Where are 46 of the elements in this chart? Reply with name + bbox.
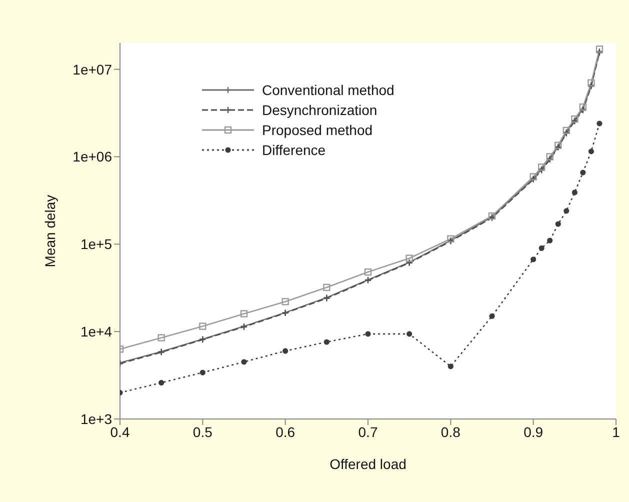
y-tick-label: 1e+4 bbox=[80, 324, 112, 340]
point bbox=[406, 331, 412, 337]
point bbox=[365, 331, 371, 337]
x-tick-label: 0.5 bbox=[192, 424, 213, 440]
point bbox=[530, 256, 536, 262]
x-tick-label: 0.8 bbox=[440, 424, 461, 440]
point bbox=[596, 120, 602, 126]
x-axis-title: Offered load bbox=[330, 456, 406, 472]
y-tick-label: 1e+07 bbox=[72, 61, 112, 78]
x-tick-label: 0.4 bbox=[110, 424, 130, 440]
point bbox=[564, 208, 570, 214]
point bbox=[323, 284, 330, 292]
point bbox=[200, 370, 206, 376]
y-axis-title: Mean delay bbox=[42, 194, 58, 268]
point bbox=[199, 322, 206, 330]
x-tick-label: 0.9 bbox=[524, 424, 544, 440]
point bbox=[158, 334, 165, 342]
point bbox=[282, 348, 288, 354]
point bbox=[538, 245, 544, 251]
point bbox=[241, 359, 247, 365]
point bbox=[555, 221, 561, 227]
point bbox=[158, 380, 164, 386]
point bbox=[282, 298, 289, 306]
point bbox=[596, 46, 604, 53]
y-tick-label: 1e+06 bbox=[72, 148, 112, 165]
legend-label: Desynchronization bbox=[262, 102, 378, 118]
point bbox=[240, 310, 248, 318]
point bbox=[547, 238, 553, 244]
legend-label: Difference bbox=[262, 142, 326, 158]
point bbox=[579, 103, 587, 111]
point bbox=[580, 170, 586, 176]
point bbox=[448, 364, 454, 370]
point bbox=[406, 254, 413, 262]
legend-label: Proposed method bbox=[262, 122, 373, 138]
legend-label: Conventional method bbox=[262, 82, 394, 98]
point bbox=[572, 190, 578, 196]
point bbox=[588, 79, 595, 86]
y-tick-label: 1e+5 bbox=[80, 236, 112, 252]
point bbox=[588, 148, 594, 154]
point bbox=[489, 313, 495, 319]
point bbox=[324, 339, 330, 345]
x-tick-label: 0.7 bbox=[358, 424, 378, 440]
x-tick-label: 0.6 bbox=[276, 424, 296, 440]
y-tick-label: 1e+3 bbox=[80, 410, 112, 427]
point bbox=[364, 268, 372, 276]
x-tick-label: 1 bbox=[612, 424, 620, 440]
